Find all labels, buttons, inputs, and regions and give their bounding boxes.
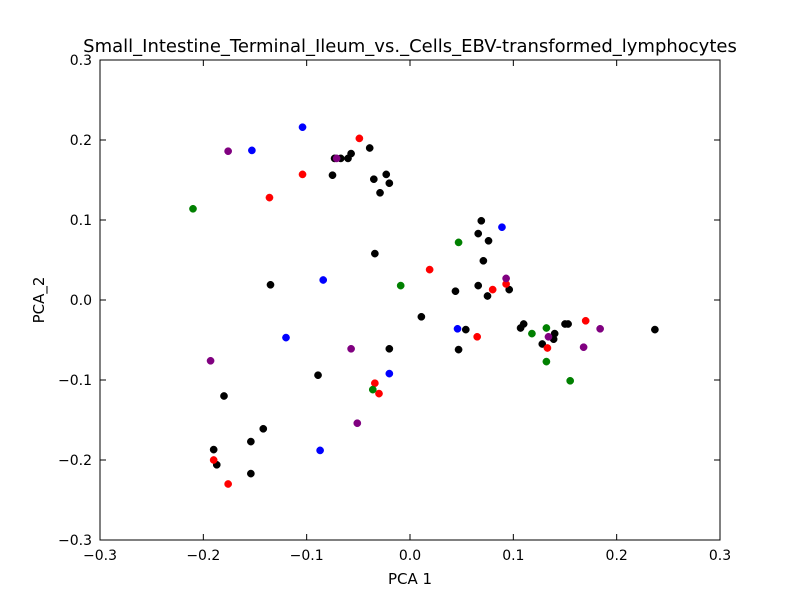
data-point [385,344,394,353]
data-point [519,320,528,328]
data-point [376,188,384,197]
x-tick-label: 0.3 [709,548,731,564]
data-point [368,385,377,394]
data-point [247,437,255,446]
data-point [371,379,379,388]
data-point [248,146,256,155]
series-0 [209,144,659,478]
x-axis-label: PCA 1 [388,570,432,588]
data-point [259,424,268,433]
data-point [371,249,379,258]
data-point [454,238,463,247]
y-tick-label: −0.3 [58,533,92,549]
data-point [375,389,383,398]
x-tick-label: −0.3 [83,548,117,564]
y-tick-label: 0.2 [70,133,92,149]
series-2 [248,123,506,455]
data-point [224,480,232,488]
y-tick-label: 0.3 [70,53,92,69]
data-point [298,123,307,132]
data-point [651,325,659,334]
data-point [566,376,575,385]
data-point [353,419,362,428]
data-point [282,333,290,342]
data-point [266,280,275,289]
data-point [298,170,307,179]
data-point [189,204,197,213]
data-point [355,134,364,143]
data-point [396,281,405,290]
data-point [247,469,255,478]
data-point [542,324,551,332]
series-3 [189,204,575,394]
data-point [316,446,324,455]
x-tick-label: 0.1 [502,548,524,564]
data-point [319,276,328,284]
data-point [498,223,506,232]
data-point [528,329,536,338]
data-point [543,344,552,352]
data-point [347,149,355,158]
data-point [473,332,482,341]
data-point [477,216,486,225]
data-point [596,324,604,333]
y-tick-label: −0.2 [58,453,92,469]
x-tick-label: 0.0 [399,548,421,564]
y-tick-label: 0.0 [70,293,92,309]
data-point [224,147,232,156]
data-point [417,312,426,321]
x-tick-label: −0.1 [290,548,324,564]
data-point [385,179,394,188]
data-point [542,357,551,366]
data-point [347,344,355,353]
data-point [474,229,483,238]
data-point [550,329,559,338]
data-point [382,170,391,179]
data-point [488,285,497,294]
data-point [544,332,553,341]
data-point [483,292,492,300]
data-point [425,265,434,274]
data-point [332,154,341,163]
data-point [209,456,218,464]
data-point [365,144,374,152]
series-1 [209,134,590,488]
data-point [479,256,488,265]
data-point [581,316,590,325]
axis-ticks: −0.3 −0.2 −0.1 0.0 0.1 0.2 0.3 −0.3 −0.2 −0.1 0.0 0… [58,53,731,564]
data-point [579,343,588,352]
data-point [453,324,462,333]
data-point [206,356,215,365]
data-point [265,193,274,202]
y-tick-label: −0.1 [58,373,92,389]
y-tick-label: 0.1 [70,213,92,229]
chart-title: Small_Intestine_Terminal_Ileum_vs._Cells… [83,36,737,57]
data-point [385,369,394,378]
data-point [209,445,218,454]
data-point [328,171,337,180]
x-tick-label: −0.2 [186,548,220,564]
series-4 [206,147,604,428]
data-point [564,320,572,328]
data-point [220,392,228,400]
data-point [484,236,493,245]
data-points [189,123,659,488]
data-point [369,175,378,184]
data-point [314,371,322,380]
x-tick-label: 0.2 [606,548,628,564]
data-point [474,281,483,290]
data-point [502,274,510,283]
data-point [454,345,463,354]
data-point [451,287,460,296]
y-axis-label: PCA_2 [30,277,49,324]
data-point [538,340,547,348]
data-point [461,325,470,334]
